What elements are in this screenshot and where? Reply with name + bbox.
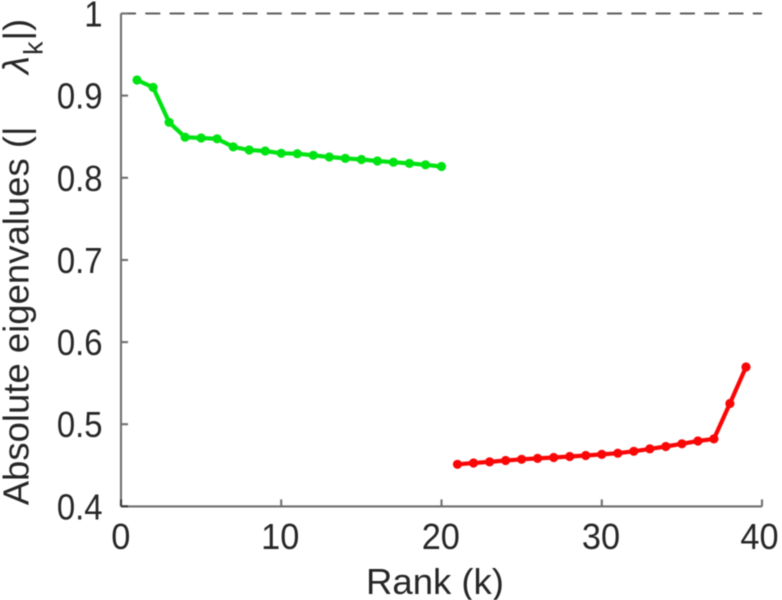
svg-text:0.5: 0.5 [57,406,103,446]
svg-text:0.8: 0.8 [57,159,103,199]
svg-text:20: 20 [422,516,460,557]
svg-text:0.4: 0.4 [57,488,103,528]
svg-text:0: 0 [111,516,130,557]
svg-text:10: 10 [261,516,299,557]
svg-text:1: 1 [84,0,102,35]
svg-text:40: 40 [740,516,778,557]
svg-text:Absolute eigenvalues (| λk|: Absolute eigenvalues (| λk|) [0,19,48,505]
svg-text:Rank (k): Rank (k) [366,561,504,600]
svg-text:0.9: 0.9 [57,77,103,117]
svg-text:30: 30 [582,516,620,557]
svg-text:0.6: 0.6 [57,324,103,364]
svg-text:0.7: 0.7 [57,241,103,281]
